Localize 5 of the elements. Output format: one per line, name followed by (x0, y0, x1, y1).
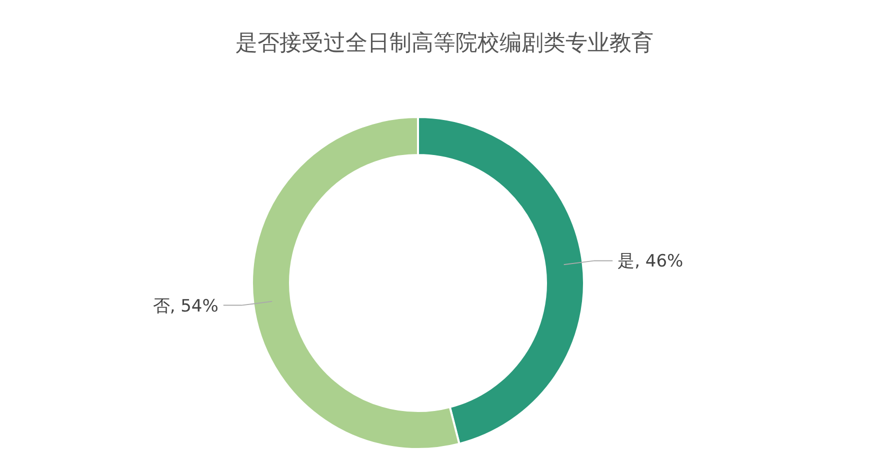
chart-title: 是否接受过全日制高等院校编剧类专业教育 (236, 30, 654, 56)
data-label: , 46% (634, 252, 684, 272)
slice-label: 是 (618, 252, 635, 272)
slice-label: 否 (152, 296, 170, 316)
data-label: , 54% (170, 296, 218, 316)
